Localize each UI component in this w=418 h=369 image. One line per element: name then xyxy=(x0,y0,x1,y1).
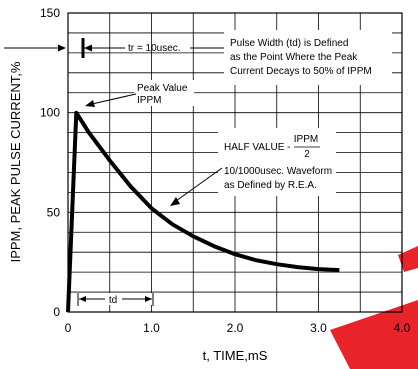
tick-labels: 0 1.0 2.0 3.0 4.0 0 50 100 150 xyxy=(40,6,411,335)
x-tick-label: 1.0 xyxy=(143,321,160,335)
pulse-width-line-2: as the Point Where the Peak xyxy=(230,52,358,63)
tr-label: tr = 10usec. xyxy=(128,43,181,54)
x-tick-label: 0 xyxy=(65,321,72,335)
plot-frame xyxy=(67,12,403,313)
td-annotation: td xyxy=(76,293,154,306)
tr-annotation: tr = 10usec. xyxy=(4,38,224,58)
half-value-numerator: IPPM xyxy=(294,134,318,145)
waveform-line-2: as Defined by R.E.A. xyxy=(224,180,317,191)
half-value-annotation: HALF VALUE - IPPM 2 10/1000usec. Wavefor… xyxy=(170,128,336,206)
y-tick-label: 50 xyxy=(47,205,61,219)
y-tick-label: 0 xyxy=(53,305,60,319)
y-axis-label: IPPM, PEAK PULSE CURRENT,% xyxy=(8,61,23,262)
x-axis-label: t, TIME,mS xyxy=(203,348,268,363)
half-value-prefix: HALF VALUE - xyxy=(224,142,291,153)
series-line xyxy=(66,110,340,313)
y-tick-label: 100 xyxy=(40,106,60,120)
pulse-width-line-1: Pulse Width (td) is Defined xyxy=(230,38,348,49)
x-tick-label: 4.0 xyxy=(394,321,411,335)
x-tick-label: 3.0 xyxy=(310,321,327,335)
td-label: td xyxy=(109,295,117,306)
half-value-denominator: 2 xyxy=(304,149,310,160)
x-tick-label: 2.0 xyxy=(227,321,244,335)
pulse-width-annotation: Pulse Width (td) is Defined as the Point… xyxy=(224,30,392,85)
y-tick-label: 150 xyxy=(40,6,60,20)
watermark-logo xyxy=(330,246,418,369)
peak-label-2: IPPM xyxy=(137,95,161,106)
pulse-width-line-3: Current Decays to 50% of IPPM xyxy=(230,66,372,77)
peak-label-1: Peak Value xyxy=(137,83,188,94)
peak-annotation: Peak Value IPPM xyxy=(85,80,194,107)
waveform-line-1: 10/1000usec. Waveform xyxy=(224,166,332,177)
